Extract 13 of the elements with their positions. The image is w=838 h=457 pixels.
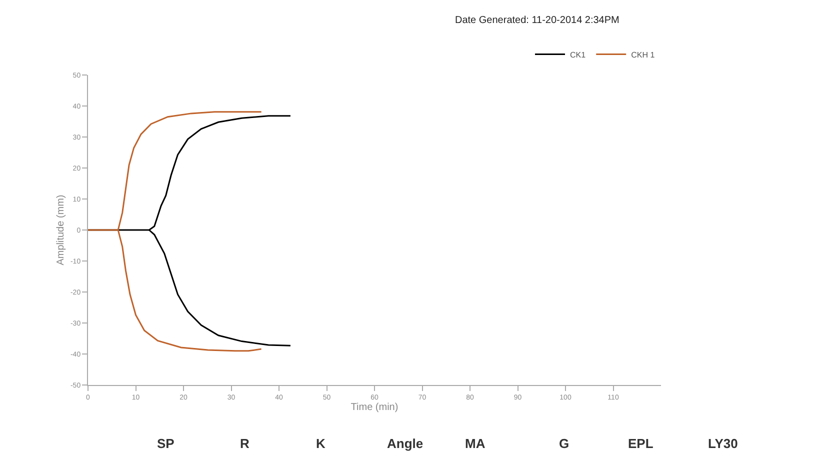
text: K [316,436,326,451]
legend-label: CKH 1 [631,50,656,60]
legend-label: CK1 [570,50,586,60]
text: Angle [387,436,424,451]
text: MA [465,436,486,451]
text: Date Generated: 11-20-2014 2:34PM [455,15,620,26]
y-axis-title: Amplitude (mm) [55,194,66,266]
text: LY30 [708,436,738,451]
x-axis-title: Time (min) [350,402,398,413]
text: SP [157,436,175,451]
text: R [240,436,250,451]
text: G [559,436,570,451]
text: EPL [628,436,654,451]
